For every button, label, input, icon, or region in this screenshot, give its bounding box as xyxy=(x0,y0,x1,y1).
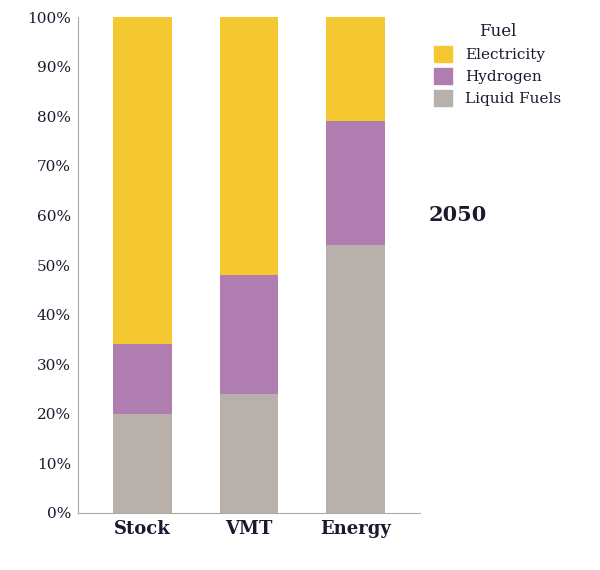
Bar xyxy=(326,245,385,513)
Bar xyxy=(113,414,172,513)
Bar xyxy=(326,121,385,245)
Bar xyxy=(113,344,172,414)
Bar xyxy=(113,17,172,344)
Bar xyxy=(220,394,278,513)
Text: 2050: 2050 xyxy=(428,205,487,226)
Bar xyxy=(220,17,278,275)
Bar xyxy=(326,17,385,121)
Legend: Electricity, Hydrogen, Liquid Fuels: Electricity, Hydrogen, Liquid Fuels xyxy=(431,20,564,109)
Bar xyxy=(220,275,278,394)
